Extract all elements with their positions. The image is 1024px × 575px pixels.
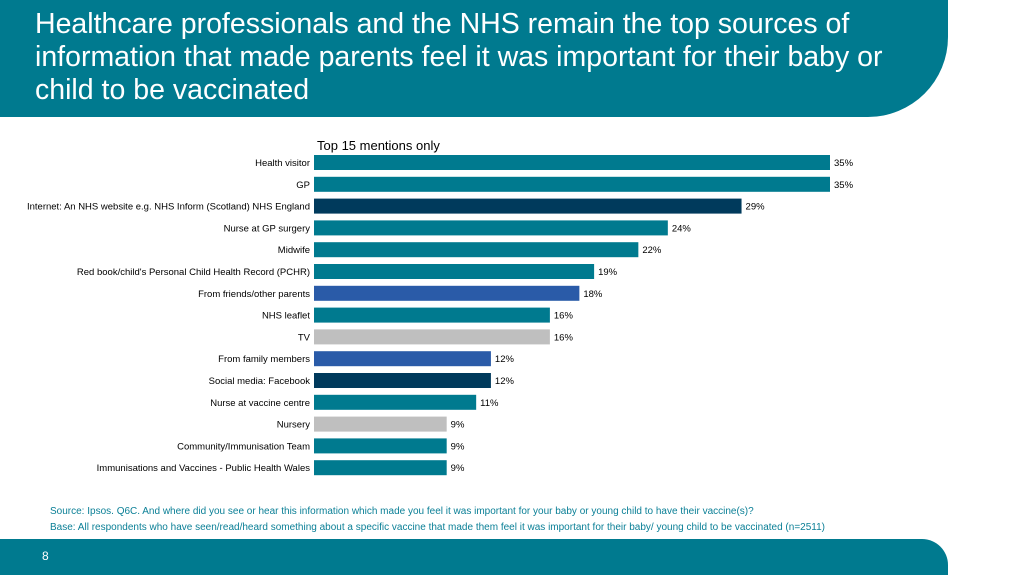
bar — [314, 285, 580, 301]
data-label: 9% — [451, 441, 465, 452]
category-label: Social media: Facebook — [209, 376, 311, 387]
bar — [314, 242, 639, 258]
data-label: 35% — [834, 158, 854, 169]
bar — [314, 176, 830, 192]
chart-subtitle: Top 15 mentions only — [317, 138, 440, 153]
category-label: GP — [296, 180, 310, 191]
category-label: NHS leaflet — [262, 311, 310, 322]
data-label: 24% — [672, 223, 692, 234]
data-label: 11% — [480, 398, 499, 409]
category-label: Midwife — [278, 245, 310, 256]
source-note: Source: Ipsos. Q6C. And where did you se… — [50, 506, 754, 517]
data-label: 9% — [451, 463, 465, 474]
data-label: 29% — [746, 202, 766, 213]
bar — [314, 416, 447, 432]
category-label: From family members — [218, 354, 310, 365]
bar — [314, 329, 550, 345]
data-label: 16% — [554, 311, 574, 322]
data-label: 22% — [642, 245, 662, 256]
bar — [314, 438, 447, 454]
bar — [314, 220, 668, 236]
category-label: Immunisations and Vaccines - Public Heal… — [97, 463, 311, 474]
bar — [314, 351, 491, 367]
base-note: Base: All respondents who have seen/read… — [50, 522, 825, 533]
category-label: TV — [298, 332, 311, 343]
data-label: 19% — [598, 267, 618, 278]
category-label: From friends/other parents — [198, 289, 310, 300]
bar — [314, 198, 742, 214]
footer-banner: 8 — [0, 539, 948, 575]
category-label: Red book/child's Personal Child Health R… — [77, 267, 310, 278]
page-title: Healthcare professionals and the NHS rem… — [35, 8, 883, 106]
data-label: 12% — [495, 376, 515, 387]
notes: Source: Ipsos. Q6C. And where did you se… — [50, 504, 825, 536]
category-label: Nurse at GP surgery — [224, 223, 311, 234]
bar — [314, 155, 830, 170]
bar-chart: Health visitor 35% GP 35% Internet: An NHS w… — [27, 155, 854, 476]
category-label: Nursery — [277, 420, 311, 431]
bar — [314, 264, 595, 279]
data-label: 18% — [583, 289, 603, 300]
bar — [314, 460, 447, 476]
category-label: Internet: An NHS website e.g. NHS Inform… — [27, 202, 310, 213]
category-label: Nurse at vaccine centre — [210, 398, 310, 409]
data-label: 9% — [451, 420, 465, 431]
header-banner: Healthcare professionals and the NHS rem… — [0, 0, 948, 117]
data-label: 12% — [495, 354, 515, 365]
data-label: 16% — [554, 332, 574, 343]
page-number: 8 — [42, 549, 49, 563]
bar — [314, 373, 491, 388]
category-label: Health visitor — [255, 158, 310, 169]
category-label: Community/Immunisation Team — [177, 441, 310, 452]
bar — [314, 307, 550, 323]
bar — [314, 394, 477, 410]
data-label: 35% — [834, 180, 854, 191]
